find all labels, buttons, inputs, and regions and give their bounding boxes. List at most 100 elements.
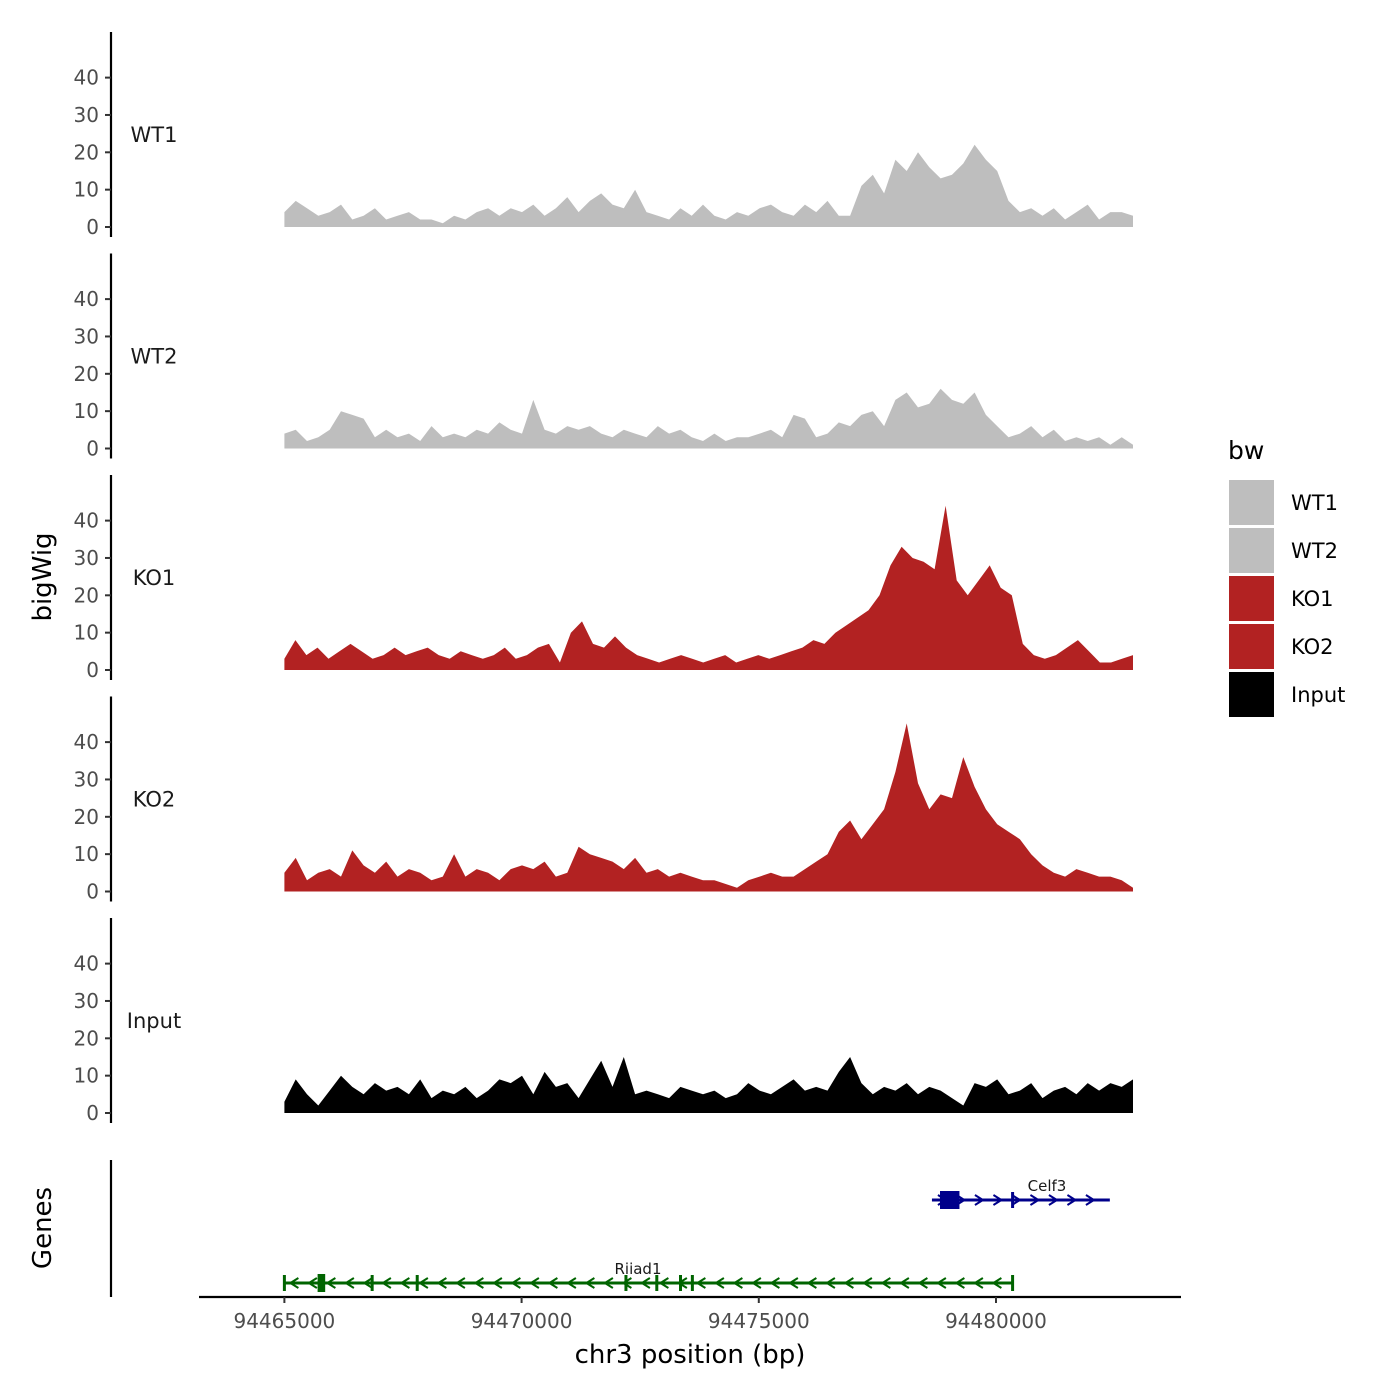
strand-arrow — [1011, 1194, 1022, 1206]
strand-arrow — [974, 1194, 985, 1206]
y-tick-label: 20 — [74, 583, 99, 607]
strand-arrow — [714, 1277, 725, 1289]
y-tick-label: 0 — [86, 437, 99, 461]
x-axis: 94465000 94470000 94475000 94480000 — [199, 1295, 1181, 1333]
track-label: WT1 — [131, 123, 178, 147]
y-tick-label: 30 — [74, 767, 99, 791]
coding-exon — [317, 1274, 326, 1292]
legend-label: KO1 — [1291, 587, 1334, 611]
strand-arrow — [936, 1277, 947, 1289]
track-ko2: 0 10 20 30 40 KO2 — [74, 696, 1133, 904]
strand-arrow — [455, 1277, 466, 1289]
strand-arrow — [307, 1277, 318, 1289]
x-axis-title: chr3 position (bp) — [575, 1340, 806, 1370]
y-tick-label: 10 — [74, 399, 99, 423]
strand-arrow — [344, 1277, 355, 1289]
gene-celf3: Celf3 — [931, 1177, 1110, 1209]
x-tick-label: 94470000 — [471, 1309, 573, 1333]
signal-area-ko1 — [284, 505, 1133, 670]
strand-arrow — [973, 1277, 984, 1289]
strand-arrow — [436, 1277, 447, 1289]
strand-arrow — [1066, 1194, 1078, 1206]
signal-area-ko2 — [284, 723, 1133, 892]
signal-area-wt1 — [284, 144, 1133, 227]
legend: bw WT1 WT2 KO1 KO2 Input — [1228, 436, 1345, 717]
legend-label: KO2 — [1291, 635, 1334, 659]
y-tick-label: 10 — [74, 178, 99, 202]
y-tick-label: 20 — [74, 1026, 99, 1050]
y-tick-label: 40 — [74, 730, 99, 754]
signal-area-input — [284, 1057, 1133, 1113]
legend-key-wt1 — [1229, 480, 1274, 525]
strand-arrow — [677, 1277, 688, 1289]
y-tick-label: 40 — [74, 66, 99, 90]
y-tick-label: 30 — [74, 103, 99, 127]
legend-key-ko1 — [1229, 576, 1274, 621]
strand-arrow — [862, 1277, 873, 1289]
strand-arrow — [899, 1277, 910, 1289]
legend-label: WT1 — [1291, 491, 1338, 515]
y-tick-label: 10 — [74, 842, 99, 866]
strand-arrow — [1048, 1194, 1059, 1206]
x-tick-label: 94480000 — [945, 1309, 1047, 1333]
signal-tracks: 0 10 20 30 40 WT1 0 10 20 30 40 WT2 0 10 20 30 40 KO1 0 10 2… — [74, 32, 1133, 1125]
strand-arrow — [991, 1277, 1002, 1289]
gene-label: Celf3 — [1028, 1177, 1067, 1195]
strand-arrow — [399, 1277, 410, 1289]
legend-title: bw — [1228, 436, 1264, 465]
y-tick-label: 40 — [74, 287, 99, 311]
gene-riiad1: Riiad1 — [282, 1260, 1015, 1292]
y-axis-title: bigWig — [28, 532, 58, 621]
strand-arrow — [658, 1277, 669, 1289]
strand-arrow — [769, 1277, 780, 1289]
coding-exon — [940, 1191, 960, 1209]
genes-axis-title: Genes — [28, 1187, 58, 1269]
strand-arrow — [1029, 1194, 1041, 1206]
track-label: KO2 — [133, 788, 176, 812]
strand-arrow — [788, 1277, 799, 1289]
strand-arrow — [473, 1277, 484, 1289]
track-wt1: 0 10 20 30 40 WT1 — [74, 32, 1133, 239]
strand-arrow — [325, 1277, 336, 1289]
strand-arrow — [529, 1277, 540, 1289]
y-tick-label: 20 — [74, 805, 99, 829]
legend-key-ko2 — [1229, 624, 1274, 669]
x-tick-label: 94475000 — [708, 1309, 810, 1333]
signal-area-wt2 — [284, 388, 1133, 449]
legend-label: WT2 — [1291, 539, 1338, 563]
legend-key-input — [1229, 672, 1274, 717]
strand-arrow — [492, 1277, 503, 1289]
strand-arrow — [806, 1277, 817, 1289]
strand-arrow — [510, 1277, 521, 1289]
y-tick-label: 0 — [86, 658, 99, 682]
track-label: Input — [127, 1009, 181, 1033]
strand-arrow — [992, 1194, 1004, 1206]
strand-arrow — [825, 1277, 836, 1289]
strand-arrow — [362, 1277, 373, 1289]
y-tick-label: 10 — [74, 1064, 99, 1088]
strand-arrow — [418, 1277, 429, 1289]
strand-arrow — [751, 1277, 762, 1289]
strand-arrow — [843, 1277, 854, 1289]
y-tick-label: 40 — [74, 952, 99, 976]
strand-arrow — [954, 1277, 965, 1289]
strand-arrow — [288, 1277, 299, 1289]
strand-arrow — [1085, 1194, 1096, 1206]
y-tick-label: 0 — [86, 880, 99, 904]
strand-arrow — [547, 1277, 558, 1289]
y-tick-label: 30 — [74, 989, 99, 1013]
x-tick-label: 94465000 — [233, 1309, 335, 1333]
y-tick-label: 0 — [86, 1101, 99, 1125]
strand-arrow — [695, 1277, 706, 1289]
y-tick-label: 40 — [74, 509, 99, 533]
track-label: WT2 — [131, 345, 178, 369]
track-label: KO1 — [133, 566, 176, 590]
gene-track: Celf3 Riiad1 — [109, 1160, 1110, 1297]
y-tick-label: 10 — [74, 621, 99, 645]
y-tick-label: 0 — [86, 215, 99, 239]
y-tick-label: 20 — [74, 140, 99, 164]
strand-arrow — [621, 1277, 632, 1289]
strand-arrow — [381, 1277, 392, 1289]
strand-arrow — [917, 1277, 928, 1289]
